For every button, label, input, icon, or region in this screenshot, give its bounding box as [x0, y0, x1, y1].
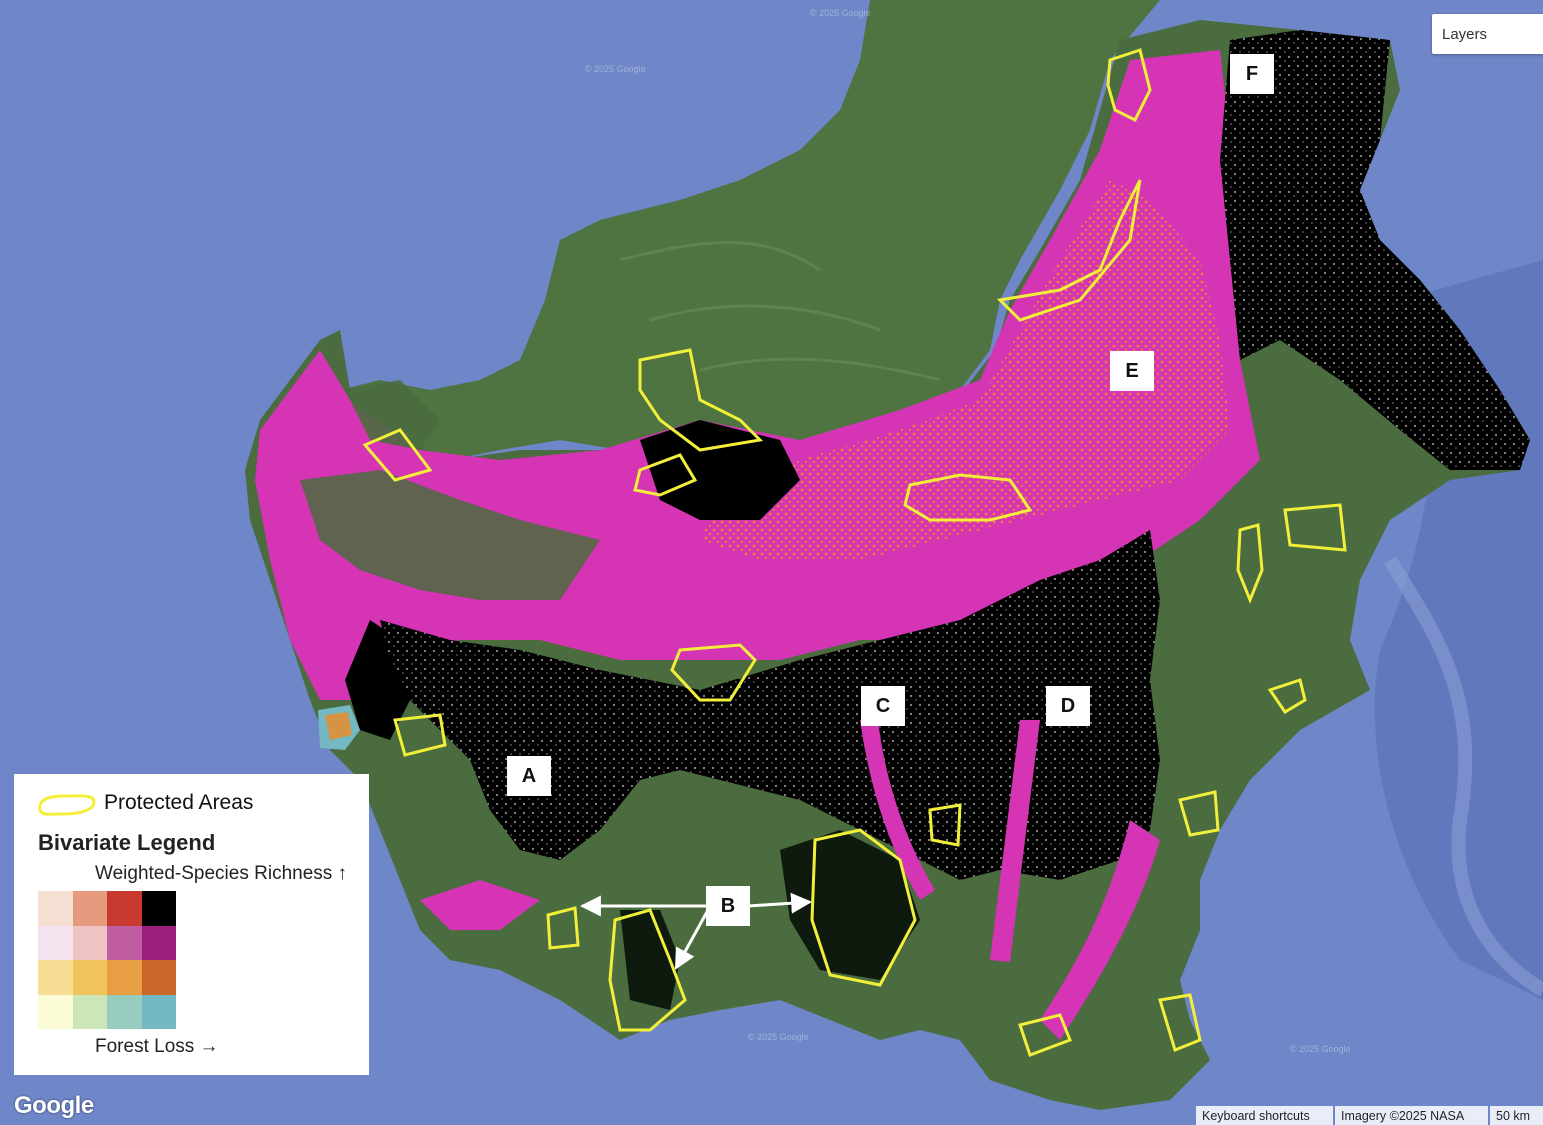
legend-x-axis-label: Forest Loss → [95, 1036, 219, 1057]
legend-cell-r3-c1 [72, 994, 107, 1029]
map-watermark: © 2025 Google [1290, 1044, 1351, 1054]
northern-land [340, 0, 1160, 460]
map-watermark: © 2025 Google [810, 8, 871, 18]
legend-cell-r1-c1 [72, 925, 107, 960]
legend-cell-r2-c1 [72, 960, 107, 995]
map-label-d[interactable]: D [1046, 686, 1090, 726]
arrow-b-east [747, 892, 813, 914]
black-loss-south-2 [620, 910, 680, 1010]
protected-area[interactable] [1018, 1013, 1072, 1057]
legend-cell-r2-c3 [141, 960, 176, 995]
legend-cell-r0-c0 [38, 891, 73, 926]
legend-y-axis-label: Weighted-Species Richness ↑ [95, 863, 348, 884]
protected-area[interactable] [633, 453, 698, 497]
protected-area[interactable] [608, 908, 687, 1032]
ocean-ridge-east [1384, 556, 1543, 997]
imagery-attribution[interactable]: Imagery ©2025 NASA [1335, 1106, 1488, 1125]
protected-area[interactable] [362, 428, 433, 482]
legend-cell-r3-c0 [38, 994, 73, 1029]
magenta-strip-southeast [1040, 820, 1160, 1040]
protected-area[interactable] [903, 473, 1033, 522]
protected-area[interactable] [1267, 678, 1307, 715]
map-label-c[interactable]: C [861, 686, 905, 726]
map-label-a[interactable]: A [507, 756, 551, 796]
magenta-strip-south-2 [990, 720, 1040, 962]
protected-area[interactable] [1236, 523, 1264, 605]
protected-area[interactable] [1158, 993, 1202, 1053]
map-label-b[interactable]: B [706, 886, 750, 926]
intact-forest-west [300, 470, 600, 600]
magenta-strip-south-1 [860, 720, 935, 900]
layers-button[interactable]: Layers [1432, 14, 1543, 54]
protected-area[interactable] [393, 713, 447, 757]
protected-areas-legend-row: Protected Areas [34, 788, 253, 818]
b-arrows [579, 892, 813, 970]
keyboard-shortcuts-link[interactable]: Keyboard shortcuts [1196, 1106, 1333, 1125]
magenta-strip-southwest [420, 880, 540, 930]
protected-area[interactable] [1283, 503, 1347, 552]
protected-areas [362, 48, 1347, 1057]
protected-area[interactable] [810, 828, 917, 987]
map-legend: Protected Areas Bivariate Legend Weighte… [14, 774, 369, 1075]
legend-cell-r2-c2 [107, 960, 142, 995]
legend-cell-r0-c2 [107, 891, 142, 926]
map-label-f[interactable]: F [1230, 54, 1274, 94]
legend-cell-r0-c3 [141, 891, 176, 926]
legend-cell-r0-c1 [72, 891, 107, 926]
legend-cell-r3-c3 [141, 994, 176, 1029]
intact-forest-northwest [345, 380, 440, 450]
white-speckle-overlay-ne [1220, 30, 1530, 470]
western-island-orange [325, 712, 352, 740]
map-watermark: © 2025 Google [748, 1032, 809, 1042]
northern-land-ridges [619, 241, 941, 382]
map-scale[interactable]: 50 km [1490, 1106, 1543, 1125]
legend-cell-r1-c0 [38, 925, 73, 960]
orange-loss-zone [700, 180, 1230, 560]
protected-area[interactable] [546, 906, 580, 950]
map-watermark: © 2025 Google [585, 64, 646, 74]
protected-areas-label: Protected Areas [104, 791, 254, 814]
protected-area-swatch-icon [38, 794, 96, 816]
protected-area[interactable] [670, 643, 757, 702]
protected-area[interactable] [1106, 48, 1152, 123]
google-logo: Google [14, 1092, 94, 1119]
map-label-e[interactable]: E [1110, 351, 1154, 391]
protected-area[interactable] [638, 348, 764, 452]
legend-cell-r1-c2 [107, 925, 142, 960]
legend-cell-r3-c2 [107, 994, 142, 1029]
legend-cell-r2-c0 [38, 960, 73, 995]
bivariate-color-grid [38, 891, 176, 1029]
protected-area[interactable] [996, 179, 1142, 322]
legend-title: Bivariate Legend [38, 830, 216, 855]
white-speckle-overlay [380, 530, 1160, 880]
protected-area[interactable] [928, 803, 962, 847]
protected-area[interactable] [1178, 790, 1220, 837]
legend-cell-r1-c3 [141, 925, 176, 960]
arrow-b-south [674, 909, 710, 970]
black-loss-zone-north [640, 420, 800, 520]
